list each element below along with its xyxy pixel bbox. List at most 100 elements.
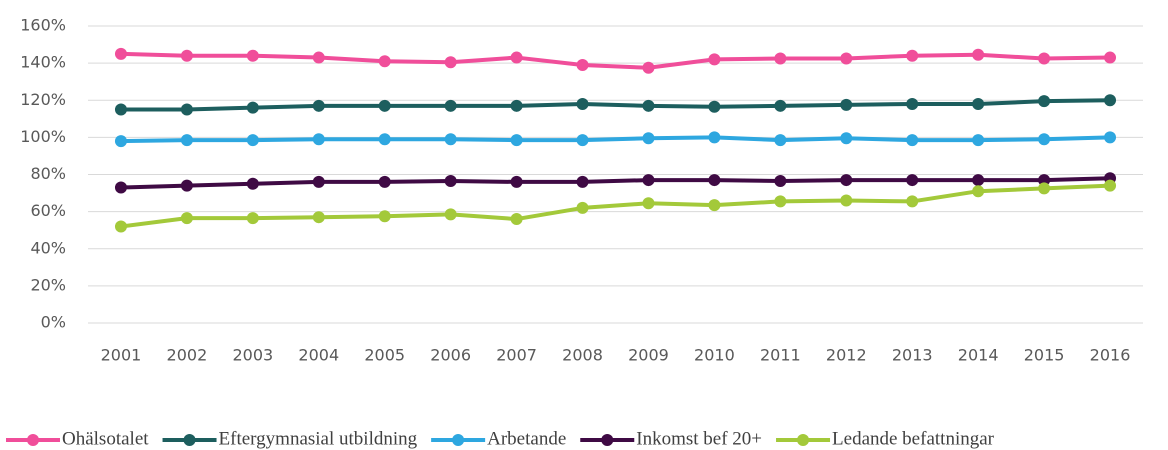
point [312,99,325,112]
legend-marker [183,434,196,446]
point [444,133,457,146]
point [840,52,853,65]
legend-marker [27,434,39,446]
x-tick-label: 2001 [101,346,142,365]
series-line [120,51,1111,70]
y-tick-label: 0% [41,313,66,332]
point [378,210,391,223]
series-line [120,98,1111,112]
point [312,133,325,146]
point [972,185,985,198]
legend-label: Inkomst bef 20+ [636,428,762,449]
point [576,58,589,71]
point [180,179,193,192]
point [180,134,193,147]
point [774,174,787,187]
point [774,195,787,208]
x-tick-label: 2013 [892,346,933,365]
point [1104,131,1117,144]
point [378,175,391,188]
y-tick-label: 140% [20,53,66,72]
point [774,52,787,65]
point [246,212,259,225]
x-tick-label: 2016 [1090,346,1131,365]
legend-item: Eftergymnasial utbildning [162,428,418,449]
y-tick-label: 120% [20,90,66,109]
point [510,213,523,226]
point [180,49,193,62]
y-tick-label: 80% [30,164,66,183]
x-tick-label: 2006 [430,346,471,365]
point [246,49,259,62]
point [906,97,919,110]
point [1038,174,1051,187]
point [444,56,457,69]
point [576,175,589,188]
y-tick-label: 60% [30,201,66,220]
series-line [120,176,1111,190]
point [246,134,259,147]
x-tick-label: 2003 [232,346,273,365]
y-tick-label: 100% [20,127,66,146]
point [774,134,787,147]
point [114,135,127,148]
point [906,134,919,147]
point [972,48,985,61]
legend-marker [601,434,614,446]
x-tick-label: 2007 [496,346,537,365]
point [840,98,853,111]
x-tick-label: 2011 [760,346,801,365]
point [1104,179,1117,192]
point [510,51,523,64]
point [378,55,391,68]
point [576,134,589,147]
point [312,211,325,224]
point [510,134,523,147]
point [906,195,919,208]
x-tick-label: 2004 [298,346,339,365]
legend-item: Inkomst bef 20+ [580,428,762,449]
point [642,61,655,74]
point [642,174,655,187]
point [114,103,127,116]
point [1104,94,1117,107]
point [1038,95,1051,108]
x-tick-label: 2010 [694,346,735,365]
point [642,132,655,145]
legend-label: Eftergymnasial utbildning [219,428,418,449]
legend-item: Ledande befattningar [776,428,995,449]
point [708,131,721,144]
legend-label: Ledande befattningar [832,428,995,449]
point [972,174,985,187]
point [576,97,589,110]
x-tick-label: 2008 [562,346,603,365]
point [840,194,853,207]
x-tick-label: 2015 [1024,346,1065,365]
point [708,53,721,66]
series-line [120,135,1111,144]
point [708,174,721,187]
x-tick-label: 2005 [364,346,405,365]
point [1038,52,1051,65]
point [840,174,853,187]
point [180,212,193,225]
point [906,174,919,187]
series-line [120,183,1111,229]
legend-marker [797,434,810,446]
point [972,97,985,110]
legend-item: Ohälsotalet [6,428,149,449]
legend-label: Arbetande [487,428,566,449]
point [444,99,457,112]
point [378,133,391,146]
point [246,177,259,190]
x-tick-label: 2002 [167,346,208,365]
point [840,132,853,145]
point [378,99,391,112]
point [642,197,655,210]
x-tick-label: 2012 [826,346,867,365]
point [774,99,787,112]
point [1038,133,1051,146]
point [576,201,589,214]
point [114,47,127,60]
point [906,49,919,62]
